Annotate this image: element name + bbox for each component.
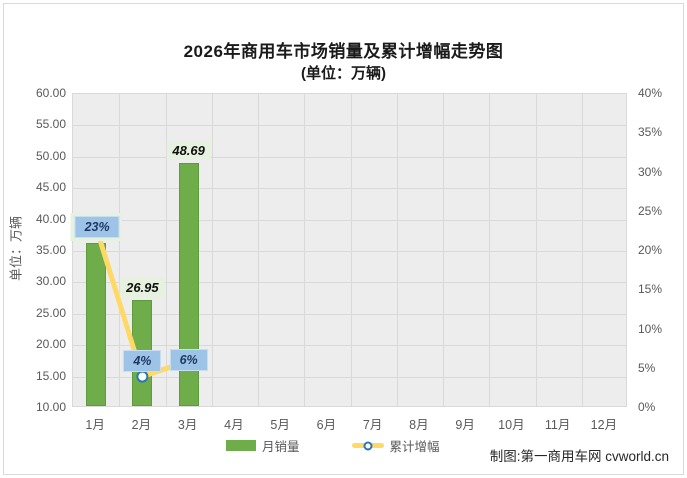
y-axis-tick-left: 20.00 [35, 337, 66, 352]
legend-bar-swatch-icon [226, 440, 256, 451]
y-axis-tick-right: 5% [638, 360, 656, 375]
gridline-horizontal [73, 345, 626, 347]
x-axis-label: 4月 [224, 418, 244, 432]
legend-label-sales: 月销量 [262, 440, 300, 454]
legend-line-marker-icon [351, 441, 384, 450]
y-axis-tick-right: 0% [638, 400, 656, 414]
pct-label: 23% [74, 216, 120, 239]
gridline-horizontal [73, 188, 626, 190]
gridline-vertical [581, 94, 583, 406]
pct-label: 6% [169, 349, 208, 372]
x-axis-label: 5月 [270, 418, 290, 432]
gridline-vertical [396, 94, 398, 406]
gridline-horizontal [73, 251, 626, 252]
bar-value-label: 48.69 [166, 141, 211, 161]
x-axis-label: 8月 [409, 418, 429, 432]
chart-subtitle: (单位：万辆) [301, 65, 386, 82]
gridline-vertical [258, 94, 259, 406]
legend: 月销量 累计增幅 [226, 436, 440, 455]
x-axis-label: 1月 [85, 418, 105, 432]
y-axis-tick-left: 15.00 [35, 368, 66, 383]
y-axis-tick-left: 30.00 [35, 274, 66, 289]
y-axis-tick-right: 10% [638, 321, 663, 336]
legend-label-growth: 累计增幅 [389, 440, 440, 454]
y-axis-tick-left: 35.00 [35, 243, 66, 257]
x-axis-label: 3月 [177, 418, 198, 432]
legend-item-growth: 累计增幅 [351, 436, 440, 455]
gridline-horizontal [73, 125, 626, 127]
gridline-vertical [119, 94, 121, 406]
x-axis-label: 7月 [362, 418, 383, 432]
y-axis-tick-right: 15% [638, 282, 663, 297]
gridline-vertical [350, 94, 352, 406]
pct-label: 4% [123, 350, 162, 373]
chart-title: 2026年商用车市场销量及累计增幅走势图 [183, 42, 504, 61]
gridline-horizontal [73, 219, 626, 221]
x-axis-label: 2月 [131, 418, 152, 432]
x-axis-label: 10月 [498, 418, 525, 432]
y-axis-tick-left: 10.00 [35, 400, 66, 414]
gridline-vertical [304, 94, 306, 406]
y-axis-tick-left: 50.00 [35, 148, 66, 163]
gridline-horizontal [73, 282, 626, 284]
y-axis-tick-right: 20% [638, 243, 663, 257]
legend-item-sales: 月销量 [226, 436, 300, 455]
y-axis-tick-left: 40.00 [35, 211, 66, 226]
x-axis-label: 12月 [590, 418, 618, 432]
y-axis-tick-right: 35% [638, 125, 663, 140]
bar-1月 [86, 243, 107, 406]
chart-frame: 2026年商用车市场销量及累计增幅走势图 (单位：万辆) 单位：万辆 26.95… [3, 3, 684, 475]
footer-credit: 制图:第一商用车网 cvworld.cn [489, 449, 669, 464]
gridline-vertical [211, 94, 213, 406]
gridline-horizontal [73, 313, 626, 315]
y-axis-tick-left: 60.00 [35, 86, 66, 100]
x-axis-label: 6月 [316, 418, 337, 432]
gridline-vertical [443, 94, 444, 406]
gridline-horizontal [73, 376, 626, 378]
bar-value-label: 26.95 [120, 277, 165, 297]
x-axis-label: 11月 [544, 418, 571, 432]
x-axis-label: 9月 [455, 418, 475, 432]
y-axis-tick-right: 40% [638, 86, 663, 100]
y-axis-tick-right: 30% [638, 164, 663, 179]
y-axis-tick-left: 25.00 [35, 305, 66, 320]
y-axis-tick-right: 25% [638, 203, 663, 218]
pct-label-wrap: 4% [123, 350, 162, 373]
pct-label-wrap: 6% [169, 349, 208, 372]
y-axis-tick-left: 55.00 [35, 117, 66, 132]
gridline-vertical [489, 94, 491, 406]
plot-area: 26.95 48.69 23% 4% 6% [70, 93, 627, 407]
gridline-horizontal [73, 156, 626, 158]
pct-label-wrap: 23% [70, 213, 122, 242]
y-axis-tick-left: 45.00 [35, 180, 66, 195]
gridline-vertical [535, 94, 537, 406]
